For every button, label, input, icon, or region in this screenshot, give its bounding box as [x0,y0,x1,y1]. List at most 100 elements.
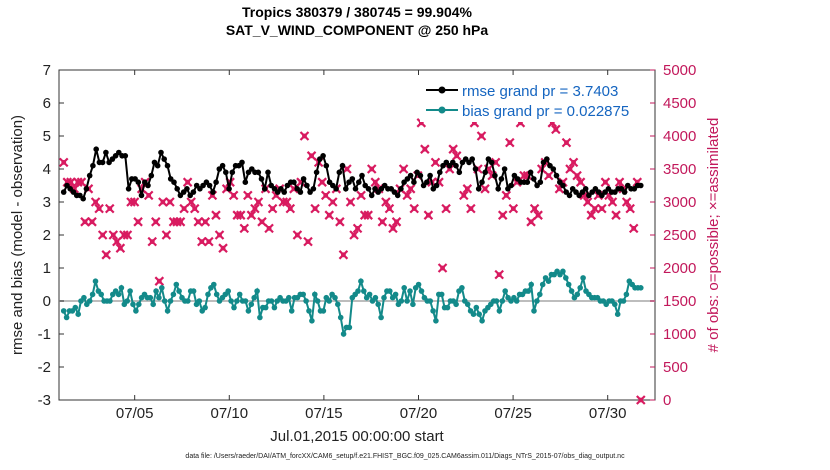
rmse-point [456,169,463,176]
bias-point [493,298,500,304]
rmse-point [86,172,93,179]
rmse-point [219,162,226,169]
obs-count-point [189,203,200,214]
obs-count-point [115,243,126,253]
obs-count-point [324,210,335,220]
obs-count-point [582,197,593,207]
bias-point [614,311,621,318]
obs-count-point [543,170,554,181]
x-tick-label: 07/15 [305,405,343,422]
rmse-point [349,176,356,182]
bias-point [326,298,333,304]
rmse-point [164,162,171,169]
bias-point [580,275,586,281]
bias-point [107,298,113,304]
obs-count-point [122,230,133,240]
obs-count-point [377,217,388,227]
bias-point [130,301,136,308]
obs-count-point [448,144,458,154]
rmse-point [83,186,90,192]
x-tick-label: 07/25 [494,405,532,422]
rmse-point [368,192,375,199]
obs-count-point [250,203,260,214]
rmse-point [495,186,502,192]
rmse-point [407,172,414,179]
x-tick-label: 07/20 [400,405,438,422]
obs-count-point [533,210,543,220]
obs-count-point [462,184,473,194]
obs-count-point [572,170,582,181]
obs-count-point [568,157,579,168]
rmse-point [433,182,440,189]
obs-count-point [182,177,193,187]
y-tick-label: -2 [38,359,51,376]
obs-count-point [292,230,303,240]
bias-point [418,288,425,294]
bias-point [248,301,255,308]
obs-count-point [161,230,172,240]
obs-count-point [423,210,434,220]
bias-point [257,314,263,321]
obs-count-point [267,203,278,214]
rmse-point [171,179,177,185]
bias-point [496,308,503,314]
obs-count-point [243,190,253,201]
rmse-point [281,189,288,195]
bias-point [375,301,382,308]
obs-count-point [147,236,158,247]
rmse-point [427,172,433,179]
rmse-point [472,166,479,172]
rmse-point [148,172,155,179]
bias-point [231,304,237,311]
obs-count-point [200,217,211,227]
obs-count-point [112,236,122,247]
rmse-point [291,179,297,185]
y2-tick-label: 1000 [663,326,696,343]
y2-tick-label: 5000 [663,62,696,79]
bias-point [531,308,537,314]
bias-point [335,301,341,308]
bias-point [332,294,338,301]
obs-count-point [143,190,154,201]
obs-count-point [565,164,575,174]
bias-point [366,291,373,298]
obs-count-point [218,243,228,253]
y-tick-label: 4 [43,161,51,178]
obs-count-point [529,203,540,214]
bias-point [205,291,211,298]
rmse-point [158,149,164,156]
obs-count-point [87,217,97,227]
rmse-point [135,179,142,185]
bias-point [444,304,451,311]
rmse-point [411,179,417,185]
obs-count-point [551,124,561,135]
obs-count-point [328,197,338,207]
bias-point [433,318,439,324]
rmse-point [80,195,86,202]
bias-point [387,288,393,294]
obs-count-point [165,197,175,207]
legend-bias-label: bias grand pr = 0.022875 [462,103,629,120]
obs-count-point [151,217,161,227]
rmse-point [60,189,67,195]
bias-point [202,304,208,311]
bias-point [98,291,104,298]
legend-rmse-label: rmse grand pr = 3.7403 [462,83,618,100]
bias-point [60,308,67,314]
bias-point [127,288,133,294]
bias-point [185,298,191,304]
obs-count-point [335,217,345,227]
rmse-point [320,153,326,159]
bias-point [528,281,534,288]
rmse-point [122,153,129,159]
obs-count-point [611,210,621,220]
rmse-point [206,182,213,189]
bias-point [190,288,197,294]
rmse-point [550,166,557,172]
obs-count-point [58,157,69,168]
bias-point [228,298,234,304]
bias-point [147,294,154,301]
obs-count-point [526,217,536,227]
bias-point [473,304,480,311]
bias-point [459,285,465,291]
